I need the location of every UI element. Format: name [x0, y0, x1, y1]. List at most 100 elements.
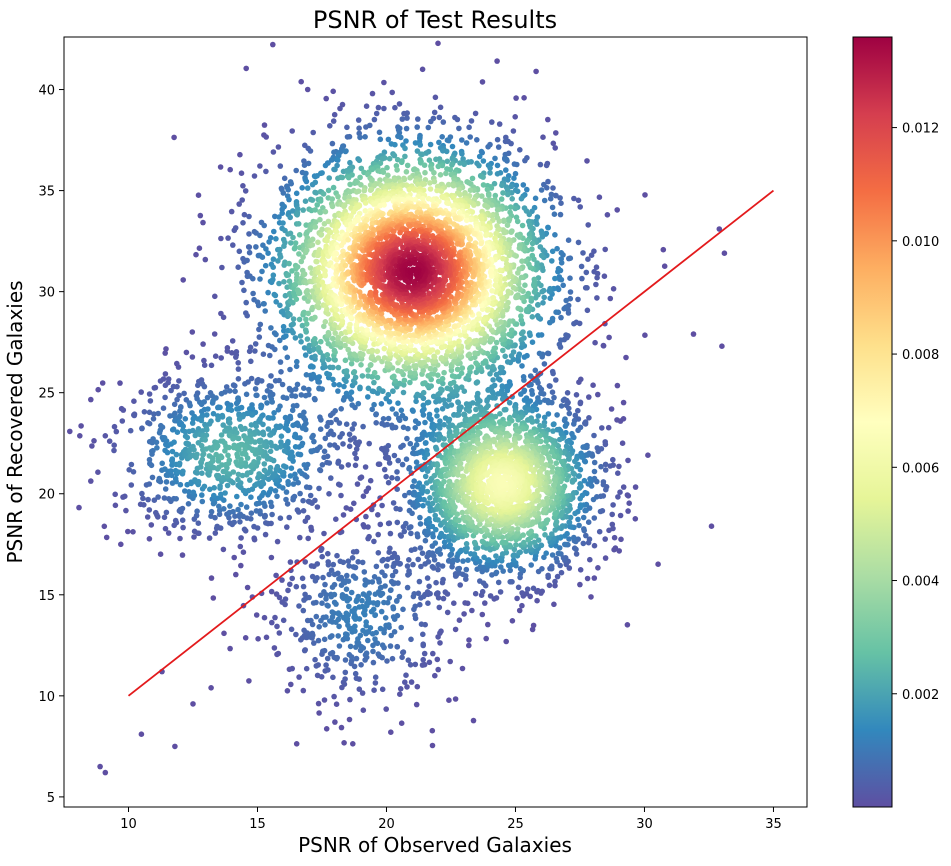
scatter-point [381, 105, 387, 112]
scatter-point [503, 638, 510, 645]
scatter-point [420, 656, 427, 663]
scatter-point [597, 508, 604, 515]
scatter-point [88, 396, 94, 403]
scatter-point [237, 151, 243, 158]
scatter-point [315, 637, 322, 644]
scatter-point [519, 258, 525, 265]
scatter-point [579, 275, 585, 282]
scatter-point [449, 373, 456, 379]
scatter-point [313, 599, 319, 606]
scatter-point [146, 391, 153, 397]
scatter-point [418, 563, 424, 570]
scatter-point [455, 412, 462, 418]
scatter-point [577, 502, 584, 508]
scatter-point [272, 213, 278, 220]
scatter-point [195, 520, 202, 526]
scatter-point [607, 295, 614, 302]
scatter-point [529, 314, 536, 320]
scatter-point [527, 224, 534, 230]
scatter-point [177, 481, 184, 488]
scatter-point [389, 655, 396, 662]
scatter-point [511, 175, 517, 181]
scatter-point [577, 581, 583, 588]
scatter-point [560, 282, 566, 289]
scatter-point [442, 589, 449, 595]
scatter-point [130, 469, 137, 475]
scatter-point [432, 672, 438, 679]
scatter-point [552, 275, 558, 282]
scatter-point [345, 578, 352, 584]
scatter-point [243, 391, 250, 398]
scatter-point [329, 140, 336, 147]
scatter-point [515, 270, 521, 276]
scatter-point [377, 625, 384, 632]
scatter-point [405, 425, 411, 432]
scatter-point [456, 125, 462, 132]
scatter-point [246, 249, 253, 256]
scatter-point [363, 124, 369, 130]
scatter-point [522, 157, 528, 164]
scatter-point [213, 445, 220, 451]
scatter-point [458, 384, 465, 391]
scatter-point [302, 198, 309, 204]
scatter-point [545, 572, 551, 579]
scatter-point [338, 406, 345, 412]
scatter-point [155, 410, 161, 417]
scatter-point [309, 197, 316, 203]
scatter-point [371, 538, 377, 545]
scatter-point [302, 327, 309, 333]
scatter-point [77, 433, 83, 439]
scatter-point [288, 626, 295, 633]
scatter-point [237, 543, 244, 550]
scatter-point [562, 423, 569, 429]
scatter-point [507, 281, 514, 287]
scatter-point [546, 582, 553, 589]
scatter-point [417, 521, 424, 527]
scatter-point [186, 489, 192, 495]
scatter-point [355, 117, 362, 123]
scatter-point [376, 579, 383, 585]
scatter-point [162, 371, 169, 377]
scatter-point [216, 503, 222, 510]
scatter-point [329, 649, 336, 656]
scatter-point [575, 407, 581, 414]
scatter-point [552, 527, 558, 533]
scatter-point [151, 411, 157, 417]
scatter-point [342, 357, 349, 364]
scatter-point [244, 584, 251, 591]
scatter-point [545, 224, 551, 231]
scatter-point [251, 459, 257, 465]
scatter-point [218, 454, 225, 461]
scatter-point [482, 358, 489, 364]
scatter-point [317, 426, 324, 433]
scatter-point [191, 446, 197, 453]
scatter-point [508, 229, 514, 235]
scatter-point [541, 361, 548, 367]
scatter-point [163, 346, 169, 352]
scatter-point [312, 224, 319, 230]
scatter-point [252, 341, 259, 347]
scatter-point [164, 449, 171, 456]
scatter-point [566, 405, 572, 412]
scatter-point [424, 451, 431, 458]
scatter-point [405, 572, 411, 578]
scatter-point [238, 562, 244, 569]
scatter-point [441, 436, 447, 442]
scatter-point [242, 381, 248, 387]
scatter-point [273, 236, 279, 242]
scatter-point [315, 700, 322, 707]
scatter-point [269, 619, 275, 626]
scatter-point [325, 667, 331, 673]
scatter-point [504, 359, 511, 365]
scatter-point [183, 349, 190, 356]
scatter-point [174, 396, 180, 403]
scatter-point [218, 432, 225, 438]
scatter-point [584, 158, 590, 164]
scatter-point [389, 406, 396, 412]
scatter-point [552, 145, 558, 151]
scatter-point [518, 330, 525, 337]
scatter-point [179, 552, 186, 558]
scatter-point [227, 388, 233, 394]
scatter-point [250, 290, 256, 297]
scatter-point [476, 162, 482, 169]
